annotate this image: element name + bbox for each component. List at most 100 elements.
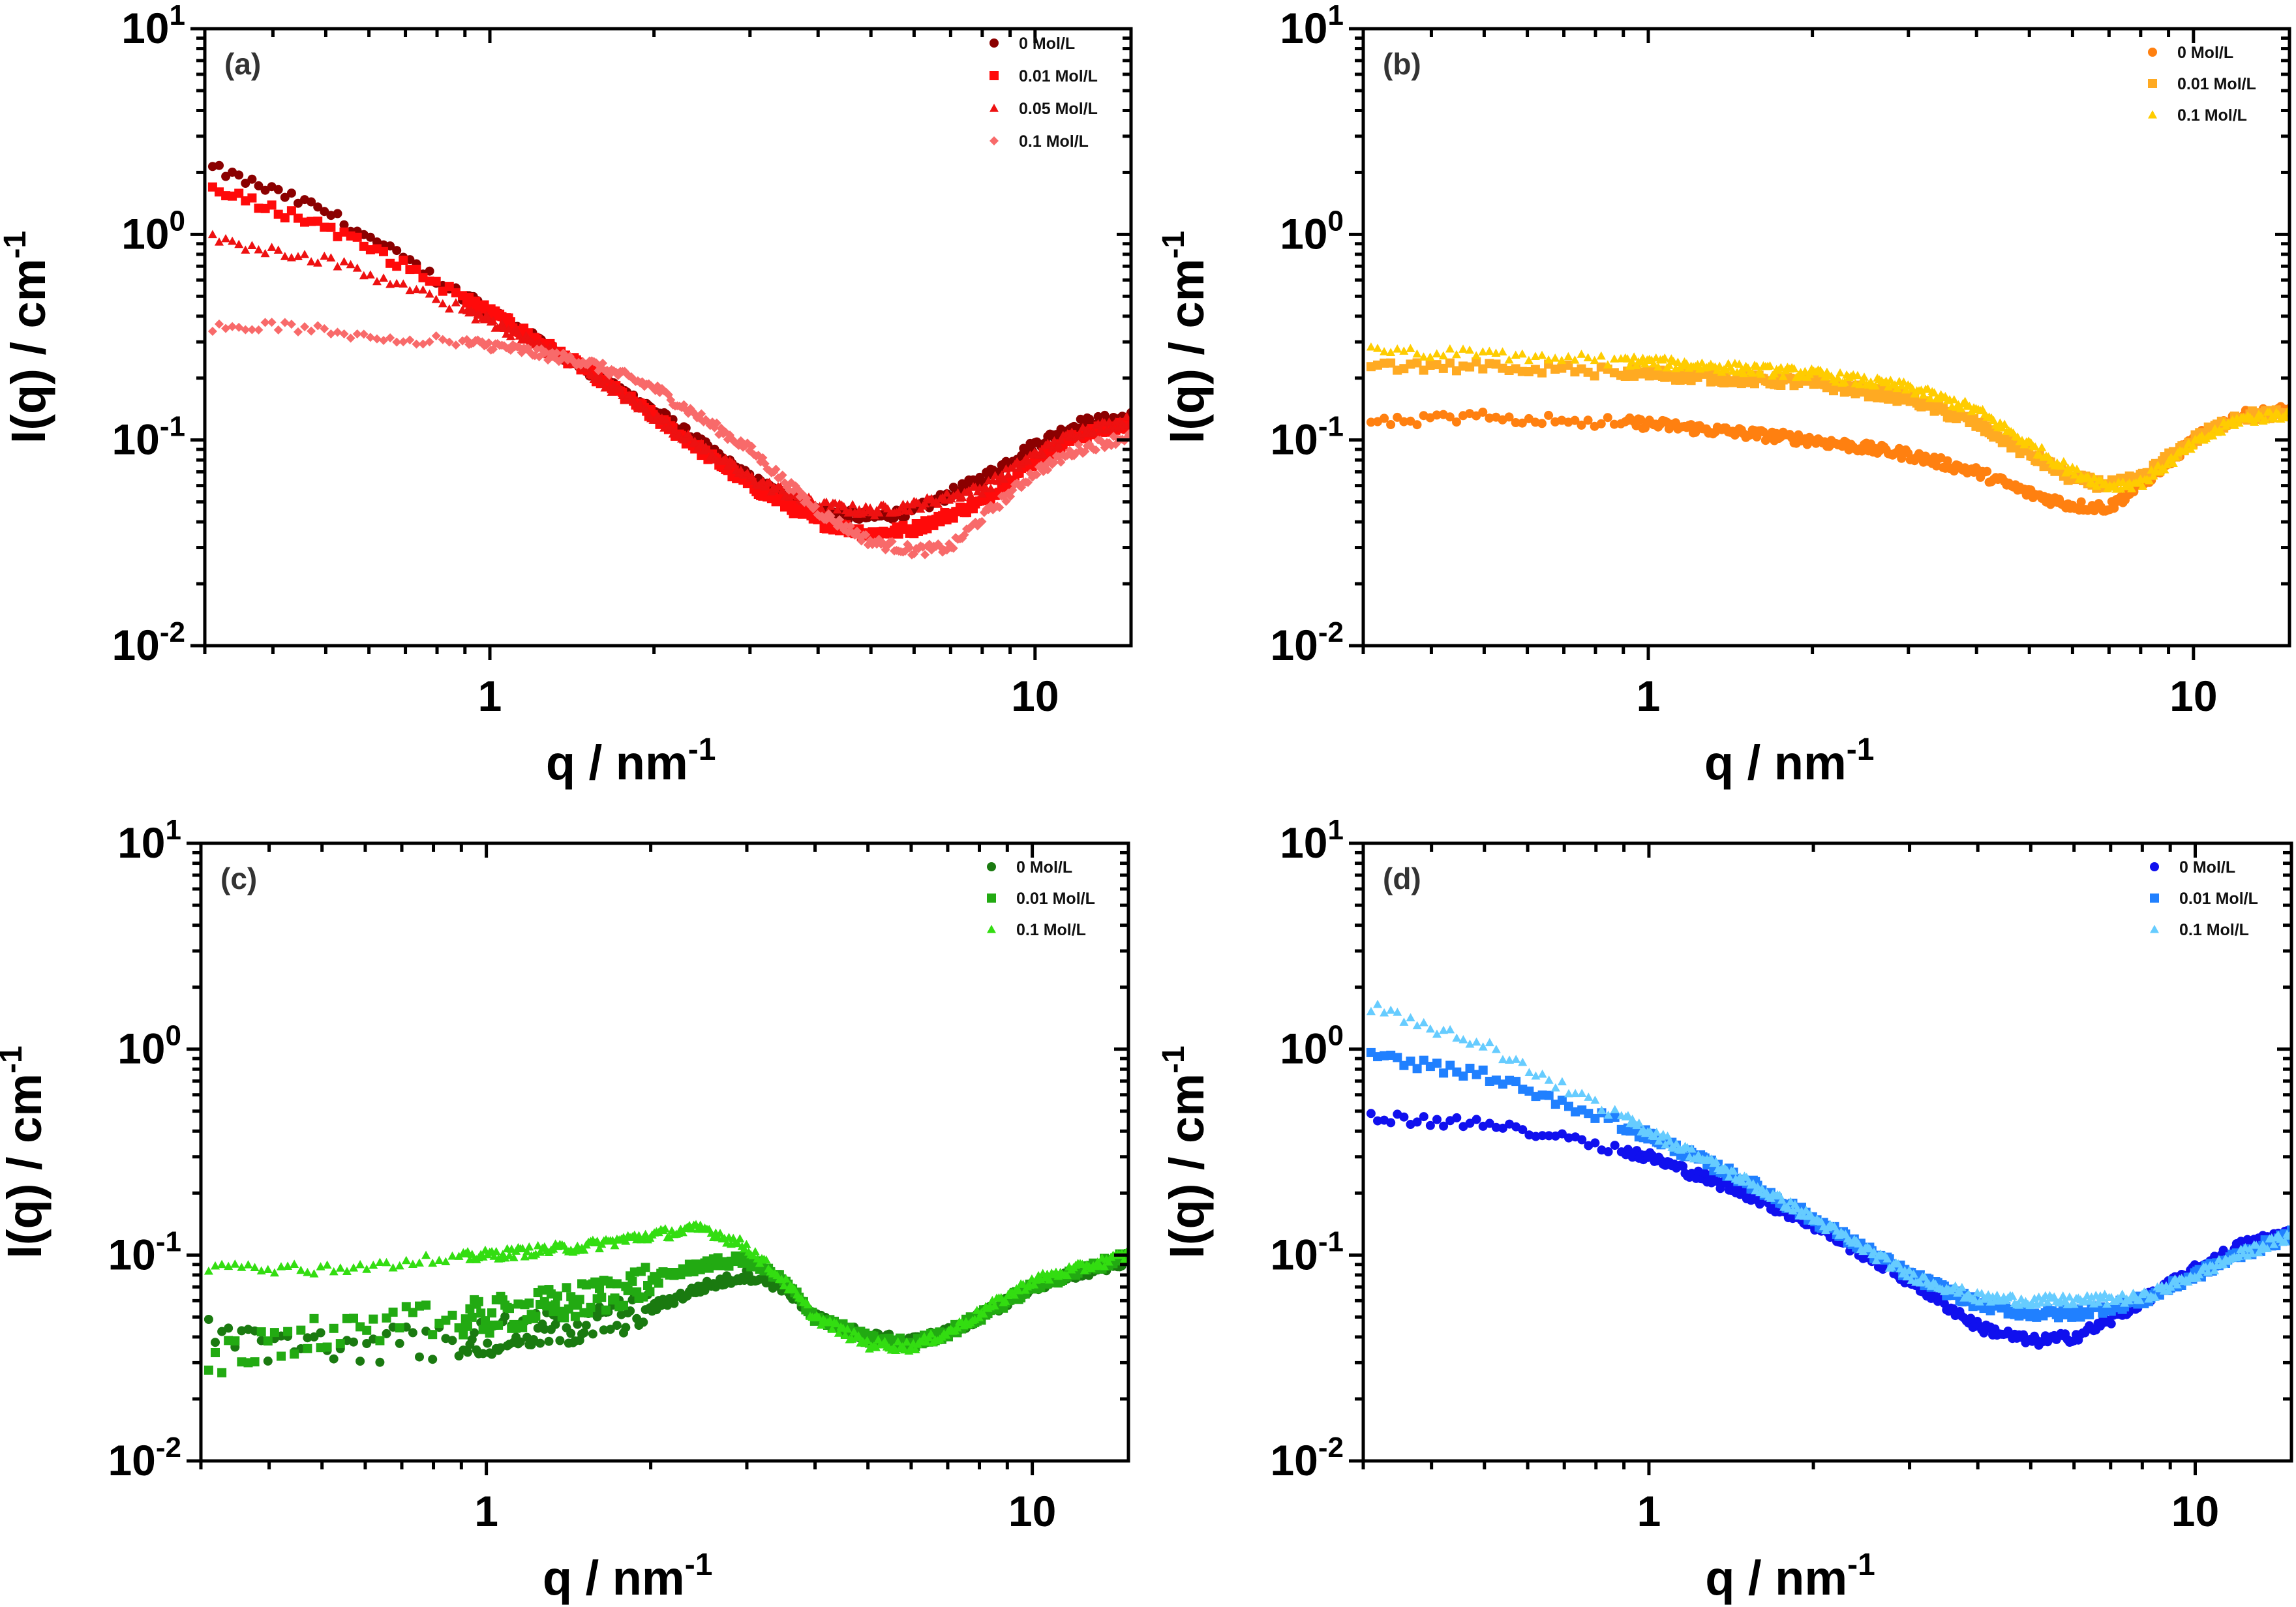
- x-tick-label: 1: [1637, 1487, 1661, 1535]
- data-point: [2166, 1282, 2175, 1291]
- data-point: [316, 1262, 325, 1270]
- data-point: [1860, 372, 1869, 381]
- data-point: [524, 1242, 534, 1251]
- data-point: [1570, 355, 1580, 364]
- data-point: [234, 170, 244, 180]
- legend-item: 0 Mol/L: [2150, 858, 2235, 877]
- data-point: [1412, 420, 1422, 430]
- data-point: [887, 537, 897, 547]
- data-point: [1577, 420, 1586, 430]
- data-point: [1544, 1075, 1554, 1084]
- x-axis-title-main: q / nm: [543, 1551, 685, 1605]
- data-point: [1406, 1013, 1415, 1021]
- legend: 0 Mol/L0.01 Mol/L0.1 Mol/L: [2150, 858, 2258, 939]
- data-point: [322, 1260, 332, 1269]
- data-point: [1012, 457, 1022, 466]
- data-point: [597, 1293, 607, 1302]
- data-point: [207, 327, 217, 337]
- data-point: [1518, 1125, 1528, 1135]
- data-point: [1095, 425, 1105, 434]
- data-point: [276, 1262, 286, 1270]
- legend: 0 Mol/L0.01 Mol/L0.05 Mol/L0.1 Mol/L: [989, 35, 1098, 151]
- y-tick-exponent: -2: [1318, 1432, 1344, 1464]
- y-tick-base: 10: [112, 621, 159, 669]
- data-point: [379, 247, 388, 256]
- data-point: [273, 245, 283, 254]
- data-point: [1550, 353, 1560, 362]
- data-point: [489, 1252, 499, 1260]
- data-point: [827, 1325, 837, 1333]
- data-point: [2100, 1289, 2109, 1299]
- data-point: [372, 277, 382, 286]
- data-point: [1458, 1071, 1468, 1081]
- data-point: [977, 489, 987, 498]
- data-point: [1776, 363, 1786, 372]
- legend-marker-circle: [987, 862, 996, 871]
- data-point: [766, 487, 776, 496]
- data-point: [1406, 344, 1415, 352]
- data-point: [1777, 1195, 1787, 1204]
- data-point: [434, 1255, 444, 1265]
- data-point: [573, 1319, 582, 1329]
- data-point: [1724, 1172, 1734, 1180]
- data-point: [454, 1252, 464, 1260]
- data-point: [2149, 471, 2158, 480]
- data-point: [1544, 1090, 1554, 1100]
- data-point: [1770, 369, 1779, 378]
- data-point: [560, 1313, 569, 1323]
- legend-marker-triangle: [987, 925, 996, 933]
- data-point: [1432, 1115, 1442, 1124]
- data-point: [355, 1357, 365, 1366]
- data-point: [1399, 1017, 1409, 1026]
- data-point: [920, 550, 930, 560]
- data-point: [303, 1267, 312, 1276]
- data-point: [1439, 1121, 1449, 1131]
- data-point: [307, 197, 316, 207]
- data-point: [451, 340, 461, 350]
- data-point: [474, 1297, 483, 1306]
- data-point: [1366, 417, 1376, 427]
- data-point: [1786, 1197, 1796, 1206]
- data-point: [778, 470, 787, 480]
- data-point: [241, 325, 250, 335]
- axes-frame: [203, 27, 1133, 648]
- data-point: [2234, 418, 2244, 427]
- data-point: [966, 491, 976, 500]
- data-point: [1721, 365, 1731, 374]
- data-point: [431, 277, 441, 286]
- data-point: [2085, 1310, 2094, 1319]
- data-point: [303, 1344, 312, 1353]
- data-point: [1732, 367, 1742, 376]
- data-point: [1380, 413, 1389, 423]
- data-point: [2043, 1297, 2053, 1306]
- y-tick-base: 10: [117, 819, 165, 867]
- data-point: [333, 327, 342, 337]
- data-point: [431, 295, 441, 303]
- data-point: [779, 1281, 789, 1289]
- data-point: [333, 262, 342, 271]
- data-point: [418, 285, 428, 294]
- data-point: [2229, 421, 2239, 429]
- y-tick-label: 100: [117, 1020, 181, 1073]
- series-0-05-mol-l: [207, 230, 1131, 520]
- data-point: [2000, 419, 2010, 428]
- data-point: [2106, 1319, 2116, 1329]
- y-tick-exponent: -2: [156, 1432, 181, 1464]
- data-point: [414, 1258, 424, 1267]
- data-point: [524, 1299, 534, 1308]
- data-point: [405, 286, 415, 295]
- legend-item: 0.1 Mol/L: [2150, 921, 2249, 939]
- data-point: [1557, 1077, 1567, 1086]
- data-point: [2282, 407, 2289, 415]
- data-point: [1504, 412, 1514, 422]
- y-axis-title-sup: -1: [1156, 231, 1191, 259]
- data-point: [267, 318, 277, 327]
- data-point: [1054, 440, 1064, 449]
- data-point: [2137, 481, 2147, 490]
- data-point: [1465, 345, 1475, 354]
- data-point: [2089, 473, 2099, 482]
- data-point: [1584, 1092, 1594, 1101]
- data-point: [346, 333, 355, 343]
- data-point: [1038, 450, 1048, 459]
